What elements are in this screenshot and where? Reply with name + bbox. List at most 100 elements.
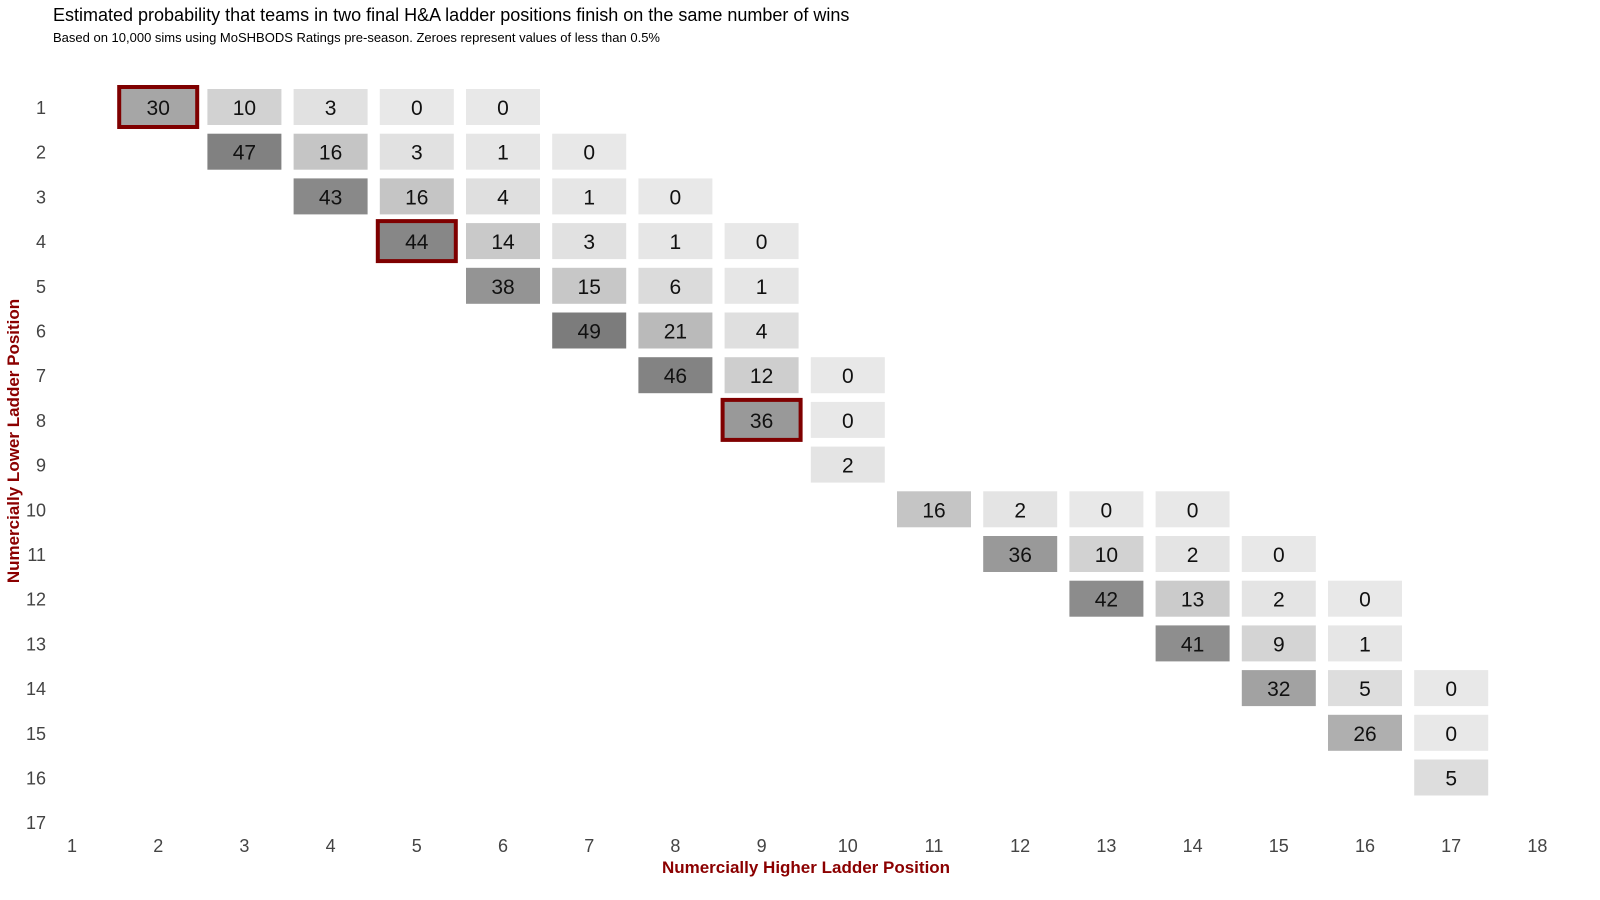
heatmap-cell-label: 16 bbox=[319, 142, 342, 165]
x-tick-label: 12 bbox=[1010, 836, 1030, 856]
heatmap-cell-label: 0 bbox=[1445, 678, 1457, 701]
heatmap-cell: 30 bbox=[117, 85, 200, 129]
heatmap-cell: 41 bbox=[1155, 625, 1230, 662]
heatmap-cell: 16 bbox=[379, 178, 454, 215]
heatmap-cell: 2 bbox=[1155, 536, 1230, 572]
y-tick-label: 15 bbox=[26, 724, 46, 744]
heatmap-cell-rect bbox=[293, 178, 368, 215]
heatmap-cell-label: 0 bbox=[842, 410, 854, 433]
y-tick-label: 17 bbox=[26, 813, 46, 833]
heatmap-cell: 10 bbox=[207, 89, 282, 125]
heatmap-cell-rect bbox=[1155, 491, 1230, 528]
heatmap-cell-rect bbox=[1155, 625, 1230, 662]
heatmap-cell-label: 21 bbox=[664, 321, 687, 344]
heatmap-cell-rect bbox=[379, 178, 454, 215]
heatmap-cell: 1 bbox=[638, 223, 713, 260]
heatmap-cell: 4 bbox=[466, 178, 540, 215]
heatmap-cell-rect bbox=[552, 267, 627, 304]
heatmap-cell-label: 0 bbox=[842, 365, 854, 388]
y-tick-label: 7 bbox=[36, 366, 46, 386]
heatmap-cell-label: 49 bbox=[578, 321, 601, 344]
heatmap-cell-rect bbox=[1241, 536, 1316, 572]
heatmap-cell: 44 bbox=[375, 219, 458, 264]
y-tick-label: 9 bbox=[36, 456, 46, 476]
heatmap-cell-label: 1 bbox=[583, 186, 595, 209]
heatmap-cell: 21 bbox=[638, 312, 713, 349]
heatmap-cell: 0 bbox=[810, 401, 885, 438]
heatmap-cell-label: 13 bbox=[1181, 589, 1204, 612]
heatmap-cell: 36 bbox=[983, 536, 1058, 572]
heatmap-cell-rect bbox=[1328, 714, 1402, 751]
heatmap-cell-rect bbox=[638, 312, 713, 349]
y-tick-label: 6 bbox=[36, 322, 46, 342]
heatmap-cell: 0 bbox=[724, 223, 799, 260]
heatmap-cell-rect bbox=[724, 223, 799, 260]
heatmap-cell-rect bbox=[1241, 670, 1316, 707]
heatmap-cell: 12 bbox=[724, 357, 799, 394]
x-tick-label: 10 bbox=[838, 836, 858, 856]
chart-title: Estimated probability that teams in two … bbox=[53, 5, 850, 25]
heatmap-cell-rect bbox=[810, 357, 885, 394]
heatmap-cell-rect bbox=[466, 178, 540, 215]
y-tick-label: 5 bbox=[36, 277, 46, 297]
heatmap-cell-rect bbox=[724, 357, 799, 394]
heatmap-cell: 43 bbox=[293, 178, 368, 215]
heatmap-cell: 0 bbox=[1155, 491, 1230, 528]
heatmap-cell: 0 bbox=[1414, 670, 1489, 707]
heatmap-cell-rect bbox=[724, 267, 799, 304]
x-tick-label: 5 bbox=[412, 836, 422, 856]
heatmap-cell-rect bbox=[375, 219, 458, 264]
heatmap-cell: 0 bbox=[466, 89, 540, 125]
heatmap-cell-rect bbox=[1328, 670, 1402, 707]
heatmap-cell-rect bbox=[552, 178, 627, 215]
heatmap-cell-rect bbox=[1241, 580, 1316, 617]
y-tick-label: 12 bbox=[26, 590, 46, 610]
heatmap-cell-label: 4 bbox=[756, 321, 768, 344]
heatmap-cells: 30 10 3 0 047 16 3 1 043 16 4 1 044 14 3 1 038 15 6 149 21 44… bbox=[117, 85, 1489, 796]
heatmap-cell-label: 16 bbox=[405, 186, 428, 209]
heatmap-cell-rect bbox=[293, 133, 368, 170]
x-tick-label: 7 bbox=[584, 836, 594, 856]
heatmap-cell-label: 38 bbox=[491, 276, 514, 299]
heatmap-cell: 1 bbox=[724, 267, 799, 304]
x-tick-label: 14 bbox=[1183, 836, 1203, 856]
heatmap-cell-label: 0 bbox=[497, 97, 509, 120]
heatmap-cell-label: 36 bbox=[750, 410, 773, 433]
x-tick-label: 3 bbox=[239, 836, 249, 856]
heatmap-cell-label: 1 bbox=[670, 231, 682, 254]
heatmap-cell: 3 bbox=[379, 133, 454, 170]
heatmap-cell-rect bbox=[379, 89, 454, 125]
heatmap-cell-rect bbox=[810, 446, 885, 483]
y-tick-label: 16 bbox=[26, 769, 46, 789]
heatmap-cell-label: 0 bbox=[1445, 723, 1457, 746]
heatmap-cell-label: 36 bbox=[1009, 544, 1032, 567]
heatmap-cell: 0 bbox=[552, 133, 627, 170]
heatmap-cell-label: 41 bbox=[1181, 633, 1204, 656]
y-tick-label: 1 bbox=[36, 98, 46, 118]
heatmap-cell-label: 3 bbox=[411, 142, 423, 165]
heatmap-cell: 0 bbox=[1414, 714, 1489, 751]
x-tick-label: 9 bbox=[757, 836, 767, 856]
x-tick-label: 11 bbox=[925, 836, 944, 856]
x-tick-label: 4 bbox=[326, 836, 336, 856]
y-tick-label: 8 bbox=[36, 411, 46, 431]
heatmap-cell: 32 bbox=[1241, 670, 1316, 707]
x-tick-label: 16 bbox=[1355, 836, 1375, 856]
heatmap-cell: 38 bbox=[466, 267, 540, 304]
heatmap-cell-label: 0 bbox=[411, 97, 423, 120]
heatmap-cell-rect bbox=[1241, 625, 1316, 662]
heatmap-cell-label: 10 bbox=[233, 97, 256, 120]
heatmap-cell: 1 bbox=[1328, 625, 1402, 662]
y-tick-label: 3 bbox=[36, 187, 46, 207]
heatmap-cell-rect bbox=[552, 133, 627, 170]
heatmap-cell-rect bbox=[117, 85, 200, 129]
x-tick-label: 17 bbox=[1441, 836, 1461, 856]
heatmap-cell: 2 bbox=[810, 446, 885, 483]
heatmap-cell-label: 2 bbox=[1273, 589, 1285, 612]
heatmap-cell-label: 0 bbox=[1273, 544, 1285, 567]
heatmap-cell: 46 bbox=[638, 357, 713, 394]
y-tick-label: 11 bbox=[27, 545, 46, 565]
heatmap-cell-rect bbox=[466, 267, 540, 304]
heatmap-cell: 0 bbox=[1069, 491, 1144, 528]
heatmap-cell-label: 47 bbox=[233, 142, 256, 165]
